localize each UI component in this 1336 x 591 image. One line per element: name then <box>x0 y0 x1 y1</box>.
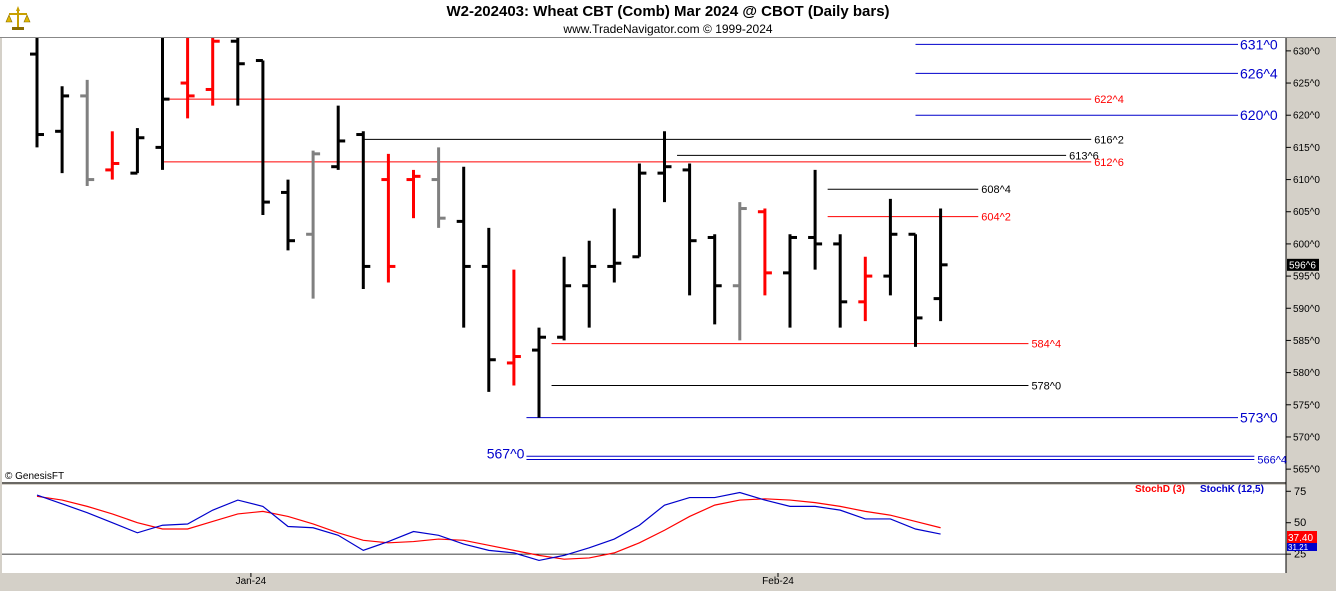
price-tick-label: 615^0 <box>1293 143 1320 154</box>
level-label: 566^4 <box>1257 454 1287 466</box>
legend-stochk: StochK (12,5) <box>1200 484 1264 495</box>
price-axis: 630^0 625^0 620^0 615^0 610^0 605^0 600^0 595^0… <box>1286 46 1320 476</box>
chart-header: W2-202403: Wheat CBT (Comb) Mar 2024 @ C… <box>0 0 1336 38</box>
price-tick-label: 630^0 <box>1293 46 1320 57</box>
date-tick-label: Feb-24 <box>762 576 794 587</box>
copyright-text: © GenesisFT <box>5 471 64 482</box>
chart-title: W2-202403: Wheat CBT (Comb) Mar 2024 @ C… <box>446 3 890 20</box>
price-tick-label: 570^0 <box>1293 432 1320 443</box>
level-label: 616^2 <box>1094 134 1124 146</box>
level-label: 612^6 <box>1094 157 1124 169</box>
price-tick-label: 575^0 <box>1293 400 1320 411</box>
price-tick-label: 610^0 <box>1293 175 1320 186</box>
stochk-last-box <box>1287 543 1317 551</box>
stoch-tick-label: 75 <box>1294 486 1306 498</box>
stochd-last-box <box>1287 531 1317 543</box>
legend-stochd: StochD (3) <box>1135 484 1185 495</box>
price-tick-label: 565^0 <box>1293 465 1320 476</box>
price-tick-label: 625^0 <box>1293 79 1320 90</box>
price-tick-label: 590^0 <box>1293 304 1320 315</box>
bars-layer <box>30 38 948 418</box>
stochk-line <box>36 491 941 562</box>
level-label: 608^4 <box>981 184 1011 196</box>
stochd-last-label: 37.40 <box>1288 533 1313 544</box>
price-tick-label: 595^0 <box>1293 272 1320 283</box>
price-tick-label: 580^0 <box>1293 368 1320 379</box>
level-label: 604^2 <box>981 212 1011 224</box>
level-label: 573^0 <box>1240 410 1278 426</box>
price-tick-label: 620^0 <box>1293 111 1320 122</box>
level-label: 613^6 <box>1069 150 1099 162</box>
stoch-tick-label: 50 <box>1294 517 1306 529</box>
price-tick-label: 600^0 <box>1293 239 1320 250</box>
price-tick-label: 605^0 <box>1293 207 1320 218</box>
price-panel <box>2 38 1286 482</box>
price-tick-label: 585^0 <box>1293 336 1320 347</box>
stoch-tick-label: 25 <box>1294 549 1306 561</box>
level-label: 584^4 <box>1031 339 1061 351</box>
level-label: 622^4 <box>1094 94 1124 106</box>
level-label: 626^4 <box>1240 65 1278 81</box>
date-tick-label: Jan-24 <box>236 576 267 587</box>
stochd-line <box>36 495 941 560</box>
level-label: 578^0 <box>1031 380 1061 392</box>
level-label: 620^0 <box>1240 107 1278 123</box>
chart-subtitle: www.TradeNavigator.com © 1999-2024 <box>563 22 773 36</box>
stochk-last-label: 31.21 <box>1288 543 1309 552</box>
stoch-panel <box>2 485 1286 573</box>
last-price-label: 596^6 <box>1289 260 1316 271</box>
scale-logo-icon <box>5 6 31 30</box>
date-axis: Jan-24 Feb-24 <box>236 573 794 587</box>
last-price-box <box>1287 258 1319 271</box>
level-label: 631^0 <box>1240 36 1278 52</box>
level-label: 567^0 <box>487 445 525 461</box>
